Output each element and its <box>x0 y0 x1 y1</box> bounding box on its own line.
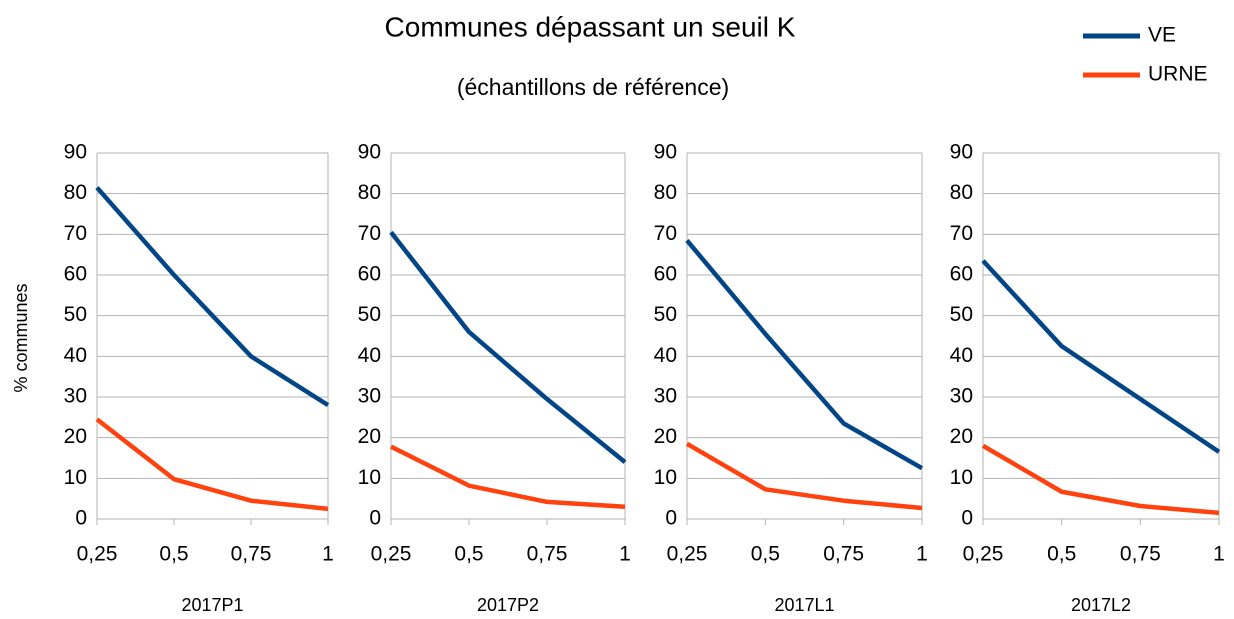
y-tick-label: 20 <box>950 425 973 448</box>
chart-subtitle: (échantillons de référence) <box>457 74 729 100</box>
y-tick-label: 10 <box>358 466 381 489</box>
y-tick-label: 30 <box>64 385 87 408</box>
legend-label: VE <box>1148 24 1176 47</box>
x-tick-label: 0,75 <box>231 543 272 566</box>
x-axis-label: 2017L2 <box>1071 595 1131 615</box>
y-tick-label: 50 <box>358 303 381 326</box>
y-tick-label: 40 <box>358 344 381 367</box>
y-tick-label: 0 <box>961 507 973 530</box>
y-tick-label: 60 <box>654 263 677 286</box>
y-tick-label: 70 <box>358 222 381 245</box>
y-tick-label: 20 <box>64 425 87 448</box>
y-tick-label: 80 <box>654 181 677 204</box>
x-axis-label: 2017L1 <box>774 595 834 615</box>
y-tick-label: 50 <box>950 303 973 326</box>
y-tick-label: 20 <box>654 425 677 448</box>
y-tick-label: 40 <box>64 344 87 367</box>
x-tick-label: 0,25 <box>963 543 1004 566</box>
y-tick-label: 80 <box>64 181 87 204</box>
y-tick-label: 0 <box>75 507 87 530</box>
x-tick-label: 0,75 <box>823 543 864 566</box>
series-line <box>95 417 329 512</box>
y-tick-label: 40 <box>654 344 677 367</box>
y-tick-label: 90 <box>358 141 381 164</box>
x-tick-label: 1 <box>322 543 334 566</box>
x-tick-label: 0,75 <box>1120 543 1161 566</box>
y-tick-label: 60 <box>950 263 973 286</box>
y-tick-label: 80 <box>950 181 973 204</box>
y-tick-label: 30 <box>654 385 677 408</box>
y-tick-label: 80 <box>358 181 381 204</box>
x-tick-label: 0,25 <box>667 543 708 566</box>
y-tick-label: 90 <box>950 141 973 164</box>
y-tick-label: 0 <box>369 507 381 530</box>
x-tick-label: 0,5 <box>454 543 483 566</box>
x-axis-label: 2017P1 <box>181 595 243 615</box>
x-tick-label: 0,5 <box>159 543 188 566</box>
y-tick-label: 90 <box>654 141 677 164</box>
y-tick-label: 90 <box>64 141 87 164</box>
y-tick-label: 30 <box>950 385 973 408</box>
x-tick-label: 0,5 <box>751 543 780 566</box>
y-tick-label: 50 <box>654 303 677 326</box>
y-tick-label: 70 <box>950 222 973 245</box>
y-axis-label: % communes <box>11 283 31 392</box>
y-tick-label: 0 <box>665 507 677 530</box>
legend-label: URNE <box>1148 63 1208 86</box>
y-tick-label: 60 <box>358 263 381 286</box>
x-tick-label: 1 <box>916 543 928 566</box>
x-axis-label: 2017P2 <box>477 595 539 615</box>
x-tick-label: 0,25 <box>77 543 118 566</box>
y-tick-label: 70 <box>654 222 677 245</box>
x-tick-label: 0,5 <box>1047 543 1076 566</box>
series-line <box>685 441 923 511</box>
x-tick-label: 0,25 <box>371 543 412 566</box>
y-tick-label: 10 <box>64 466 87 489</box>
series-line <box>389 230 627 464</box>
y-tick-label: 30 <box>358 385 381 408</box>
series-line <box>685 238 924 471</box>
x-tick-label: 1 <box>1213 543 1225 566</box>
y-tick-label: 10 <box>654 466 677 489</box>
y-tick-label: 70 <box>64 222 87 245</box>
y-tick-label: 40 <box>950 344 973 367</box>
y-tick-label: 60 <box>64 263 87 286</box>
series-line <box>981 259 1221 454</box>
series-line <box>95 186 330 408</box>
y-tick-label: 50 <box>64 303 87 326</box>
x-tick-label: 1 <box>619 543 631 566</box>
y-tick-label: 20 <box>358 425 381 448</box>
x-tick-label: 0,75 <box>527 543 568 566</box>
y-tick-label: 10 <box>950 466 973 489</box>
chart-title: Communes dépassant un seuil K <box>385 11 796 42</box>
series-line <box>389 444 626 510</box>
series-line <box>981 443 1220 516</box>
